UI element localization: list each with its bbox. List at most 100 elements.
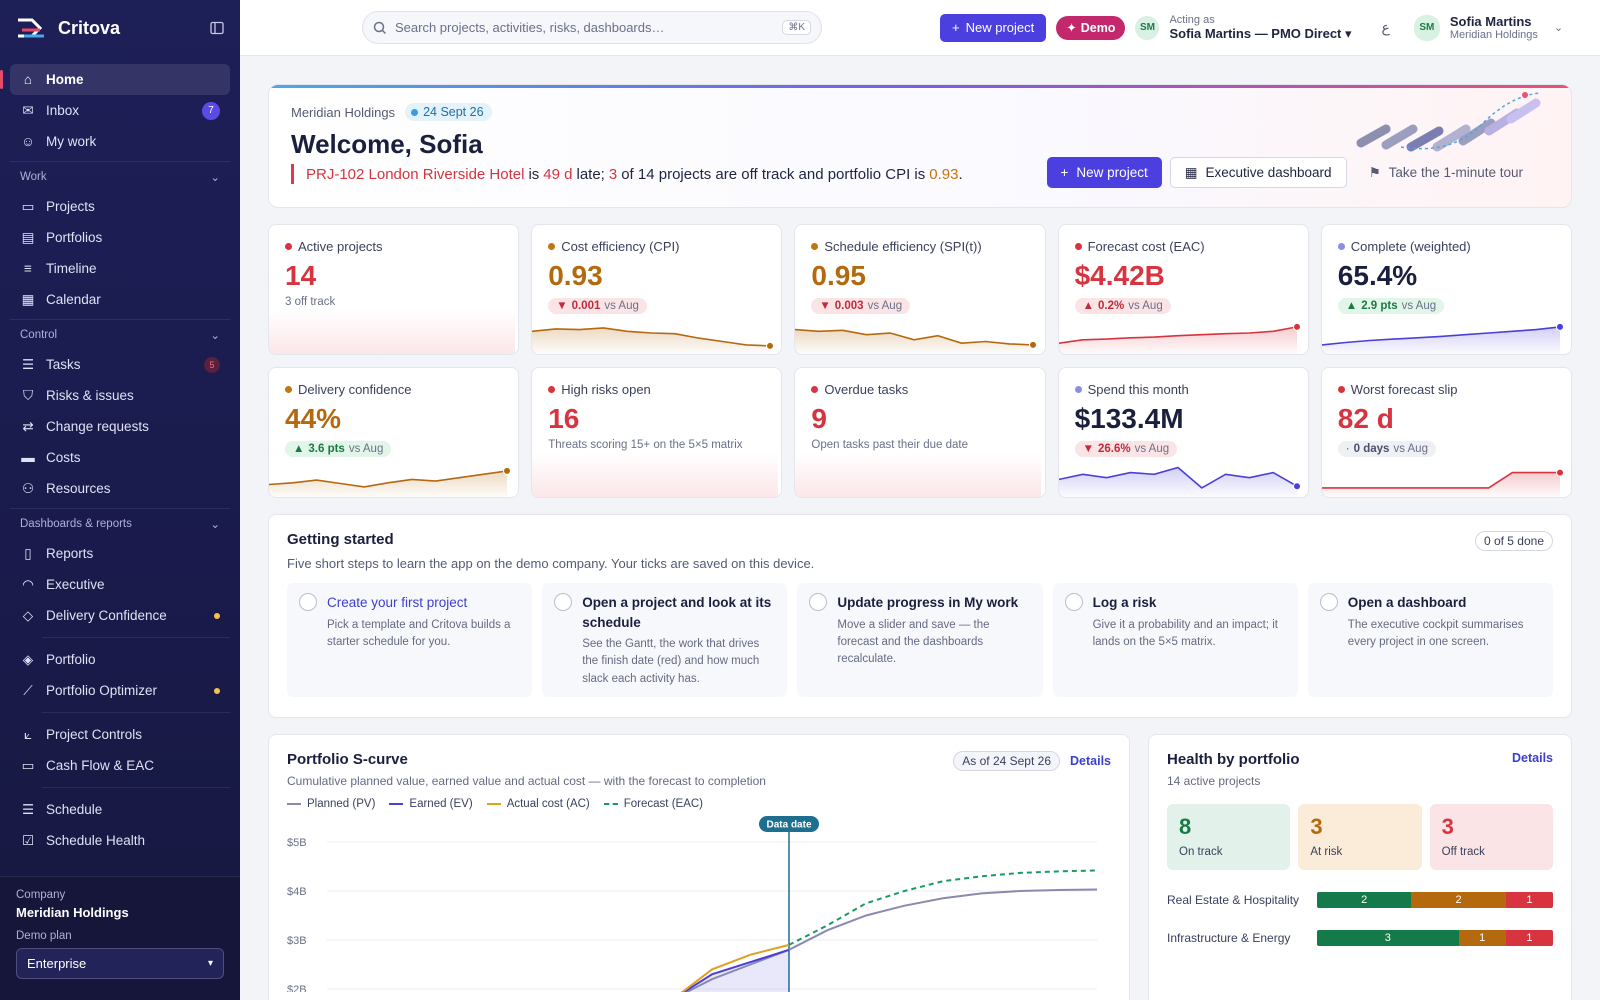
sidebar-item-risks-issues[interactable]: ⛉ Risks & issues [10, 380, 230, 411]
sidebar-item-calendar[interactable]: ▦ Calendar [10, 284, 230, 315]
sidebar-item-schedule-health[interactable]: ☑ Schedule Health [10, 825, 230, 856]
kpi-card-schedule-efficiency-spi-t[interactable]: Schedule efficiency (SPI(t)) 0.95 ▼ 0.003 vs… [794, 224, 1046, 355]
step-checkbox[interactable] [1064, 593, 1083, 611]
step-5[interactable]: Open a dashboard The executive cockpit su… [1307, 583, 1553, 697]
legend-swatch [486, 803, 501, 805]
user-name: Sofia Martins [1449, 14, 1532, 29]
plan-select[interactable]: Enterprise ▾ [16, 948, 224, 979]
sidebar-item-tasks[interactable]: ☰ Tasks 5 [10, 349, 230, 380]
step-checkbox[interactable] [554, 593, 573, 611]
step-3[interactable]: Update progress in My work Move a slider … [797, 583, 1043, 697]
sparkline [795, 328, 1038, 354]
health-tile-at-risk[interactable]: 3 At risk [1298, 804, 1422, 870]
portfolio-health-row[interactable]: Real Estate & Hospitality 2 2 1 [1167, 892, 1553, 908]
sparkline [1321, 468, 1564, 497]
tour-button[interactable]: ⚑ Take the 1-minute tour [1355, 157, 1537, 188]
sidebar-item-portfolio-optimizer[interactable]: ⟋ Portfolio Optimizer [10, 675, 230, 706]
sidebar-item-projects[interactable]: ▭ Projects [10, 191, 230, 222]
delta-value: 0 days [1353, 443, 1390, 455]
sidebar-item-label: Calendar [46, 292, 101, 307]
section-dash[interactable]: Dashboards & reports ⌄ [10, 508, 230, 538]
health-card: Health by portfolio Details 14 active pr… [1148, 734, 1572, 1000]
step-checkbox[interactable] [809, 593, 828, 611]
step-desc: Give it a probability and an impact; it … [1092, 618, 1278, 648]
chevron-down-icon[interactable]: ⌄ [1553, 22, 1564, 34]
late-project-link[interactable]: PRJ-102 London Riverside Hotel [306, 165, 525, 183]
kpi-card-complete-weighted[interactable]: Complete (weighted) 65.4% ▲ 2.9 pts vs Aug [1320, 224, 1572, 355]
sidebar-item-portfolios[interactable]: ▤ Portfolios [10, 222, 230, 253]
user-avatar[interactable]: SM [1413, 14, 1440, 41]
sidebar-item-project-controls[interactable]: ⟀ Project Controls [10, 719, 230, 750]
sidebar-item-cash-flow-eac[interactable]: ▭ Cash Flow & EAC [10, 750, 230, 781]
new-project-button[interactable]: + New project [940, 13, 1047, 42]
y-tick-label: $2B [287, 984, 307, 992]
sidebar-item-timeline[interactable]: ≡ Timeline [10, 253, 230, 284]
kpi-value: $4.42B [1074, 260, 1165, 291]
sidebar-item-resources[interactable]: ⚇ Resources [10, 473, 230, 504]
section-control[interactable]: Control ⌄ [10, 319, 230, 349]
legend-swatch [389, 803, 404, 805]
kpi-card-spend-this-month[interactable]: Spend this month $133.4M ▼ 26.6% vs Aug [1057, 367, 1309, 498]
sidebar-item-label: Schedule [46, 802, 103, 817]
sidebar-item-label: Portfolio [46, 652, 96, 667]
sidebar-item-schedule[interactable]: ☰ Schedule [10, 794, 230, 825]
sidebar-item-portfolio[interactable]: ◈ Portfolio [10, 644, 230, 675]
demo-badge[interactable]: ✦ Demo [1056, 15, 1126, 40]
kpi-card-worst-forecast-slip[interactable]: Worst forecast slip 82 d · 0 days vs Aug [1320, 367, 1572, 498]
hero-new-project-label: New project [1076, 165, 1148, 180]
projects-icon: ▭ [21, 198, 35, 214]
cash-flow-eac-icon: ▭ [21, 757, 35, 773]
kpi-card-delivery-confidence[interactable]: Delivery confidence 44% ▲ 3.6 pts vs Aug [268, 367, 520, 498]
sidebar-item-home[interactable]: ⌂ Home [0, 64, 230, 95]
kpi-card-forecast-cost-eac[interactable]: Forecast cost (EAC) $4.42B ▲ 0.2% vs Aug [1057, 224, 1309, 355]
sidebar-item-costs[interactable]: ▬ Costs [10, 442, 230, 473]
delta-chip: ▲ 0.2% vs Aug [1074, 298, 1171, 314]
language-icon[interactable]: ع [1381, 19, 1390, 35]
acting-as-selector[interactable]: Acting as Sofia Martins — PMO Direct ▾ [1169, 14, 1351, 42]
getting-started-desc: Five short steps to learn the app on the… [287, 556, 815, 571]
sidebar-item-inbox[interactable]: ✉ Inbox 7 [10, 95, 230, 126]
sidebar-item-change-requests[interactable]: ⇄ Change requests [10, 411, 230, 442]
kpi-title: Complete (weighted) [1337, 239, 1555, 254]
trend-down-icon: ▼ [819, 300, 831, 312]
sidebar-item-my-work[interactable]: ☺ My work [10, 126, 230, 157]
sparkline-line [1058, 466, 1297, 489]
step-title: Log a risk [1092, 595, 1157, 610]
kpi-card-active-projects[interactable]: Active projects 14 3 off track [268, 224, 520, 355]
sparkline [1058, 466, 1301, 497]
kpi-card-high-risks-open[interactable]: High risks open 16 Threats scoring 15+ on … [531, 367, 783, 498]
sidebar-item-label: Resources [46, 481, 111, 496]
page-title: Welcome, Sofia [291, 129, 483, 159]
search-input[interactable]: Search projects, activities, risks, dash… [362, 11, 822, 44]
hero-new-project-button[interactable]: + New project [1046, 157, 1162, 188]
step-4[interactable]: Log a risk Give it a probability and an i… [1052, 583, 1298, 697]
sidebar-item-delivery-confidence[interactable]: ◇ Delivery Confidence [10, 600, 230, 631]
as-of-badge: As of 24 Sept 26 [953, 751, 1060, 771]
grid-icon: ▦ [1184, 164, 1198, 180]
step-title[interactable]: Create your first project [327, 595, 468, 610]
collapse-sidebar-icon[interactable] [210, 21, 224, 35]
s-curve-details-link[interactable]: Details [1070, 754, 1111, 768]
trend-up-icon: ▲ [1082, 300, 1094, 312]
sidebar-item-executive[interactable]: ◠ Executive [10, 569, 230, 600]
health-details-link[interactable]: Details [1512, 751, 1553, 765]
step-2[interactable]: Open a project and look at its schedule S… [542, 583, 788, 697]
status-dot [1337, 243, 1345, 250]
chevron-down-icon: ▾ [207, 958, 213, 969]
step-1[interactable]: Create your first project Pick a template… [287, 583, 533, 697]
executive-dashboard-button[interactable]: ▦ Executive dashboard [1169, 157, 1347, 188]
step-checkbox[interactable] [1319, 593, 1338, 611]
sparkline-area [269, 470, 507, 497]
portfolio-health-row[interactable]: Infrastructure & Energy 3 1 1 [1167, 930, 1553, 946]
health-tile-on-track[interactable]: 8 On track [1167, 804, 1291, 870]
section-work[interactable]: Work ⌄ [10, 161, 230, 191]
kpi-card-cost-efficiency-cpi[interactable]: Cost efficiency (CPI) 0.93 ▼ 0.001 vs Aug [531, 224, 783, 355]
step-checkbox[interactable] [299, 593, 317, 611]
user-menu[interactable]: Sofia Martins Meridian Holdings [1450, 14, 1538, 41]
health-tile-off-track[interactable]: 3 Off track [1429, 804, 1553, 870]
kpi-card-overdue-tasks[interactable]: Overdue tasks 9 Open tasks past their due … [794, 367, 1046, 498]
sidebar-item-reports[interactable]: ▯ Reports [10, 538, 230, 569]
schedule-health-icon: ☑ [21, 832, 35, 848]
company-name: Meridian Holdings [16, 905, 129, 920]
health-sub: 14 active projects [1167, 774, 1261, 788]
